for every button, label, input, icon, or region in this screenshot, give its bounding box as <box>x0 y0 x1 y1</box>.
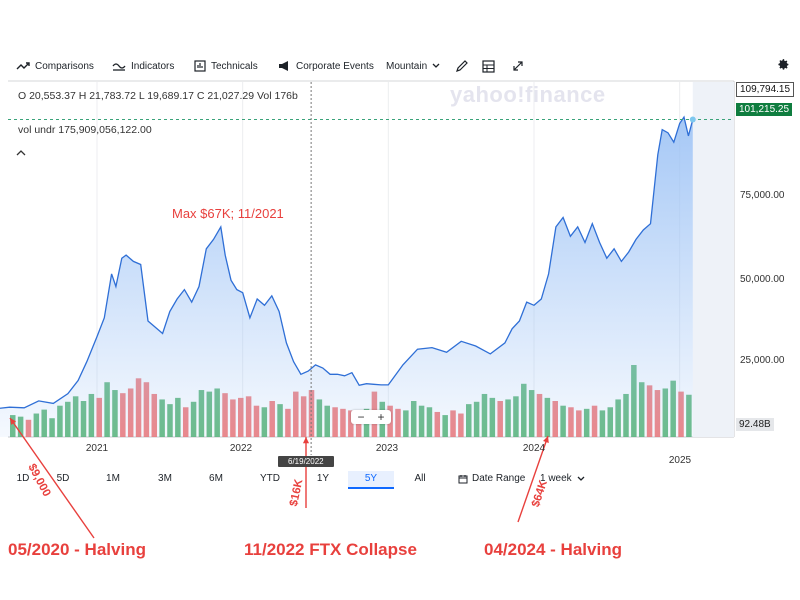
chevron-down-icon <box>577 476 585 481</box>
range-5d[interactable]: 5D <box>56 473 70 484</box>
zoom-control: − + <box>351 410 391 424</box>
table-icon <box>482 59 495 73</box>
settings-gear-icon[interactable] <box>777 58 790 71</box>
corporate-events-button[interactable]: Corporate Events <box>278 54 374 78</box>
ohlc-readout: O 20,553.37 H 21,783.72 L 19,689.17 C 21… <box>18 90 298 102</box>
volume-label: 92.48B <box>736 418 774 431</box>
arrow-halving-2020 <box>9 417 95 539</box>
price-area <box>0 117 693 437</box>
indicators-label: Indicators <box>131 60 175 72</box>
label-halving-2020: 05/2020 - Halving <box>8 540 146 559</box>
corporate-events-label: Corporate Events <box>296 60 374 72</box>
chart-toolbar: Comparisons Indicators Technicals Corpor… <box>0 54 800 78</box>
range-3m[interactable]: 3M <box>158 473 172 484</box>
comparisons-icon <box>16 62 30 70</box>
arrow-halving-2024-head <box>543 436 549 443</box>
price-line <box>0 115 694 409</box>
arrow-ftx-head <box>302 437 310 444</box>
zoom-out-button[interactable]: − <box>357 410 365 424</box>
indicators-button[interactable]: Indicators <box>112 54 174 78</box>
current-price-dot <box>689 116 696 123</box>
range-ytd[interactable]: YTD <box>260 473 280 484</box>
x-tick-2022: 2022 <box>229 443 253 454</box>
y-tick-25000: 25,000.00 <box>740 355 785 366</box>
interval-label: 1 week <box>540 473 572 484</box>
x-tick-2024: 2024 <box>522 443 546 454</box>
x-tick-2025: 2025 <box>668 455 692 466</box>
yahoo-finance-watermark: yahoo!finance <box>450 82 606 107</box>
range-1d[interactable]: 1D <box>16 473 30 484</box>
zoom-in-button[interactable]: + <box>377 410 385 424</box>
comparisons-label: Comparisons <box>35 60 94 72</box>
table-view-button[interactable] <box>482 54 495 78</box>
chart-style-dropdown[interactable]: Mountain <box>386 54 440 78</box>
vol-undr-readout: vol undr 175,909,056,122.00 <box>18 124 152 136</box>
top-price-label: 109,794.15 <box>736 82 795 97</box>
technicals-label: Technicals <box>211 60 258 72</box>
range-all[interactable]: All <box>414 473 426 484</box>
chevron-up-icon[interactable] <box>16 149 26 157</box>
annotation-max-67k: Max $67K; 11/2021 <box>172 206 284 221</box>
range-1y[interactable]: 1Y <box>316 473 330 484</box>
expand-icon <box>513 61 523 71</box>
label-halving-2024: 04/2024 - Halving <box>484 540 622 559</box>
arrow-halving-2020-head <box>10 418 17 425</box>
chart-style-label: Mountain <box>386 60 428 72</box>
calendar-icon <box>458 475 468 484</box>
label-ftx-collapse: 11/2022 FTX Collapse <box>244 540 417 559</box>
arrow-halving-2024 <box>517 435 549 523</box>
current-price-label: 101,215.25 <box>736 103 793 116</box>
megaphone-icon <box>279 61 288 71</box>
range-1m[interactable]: 1M <box>106 473 120 484</box>
pencil-icon <box>456 60 468 72</box>
future-region <box>692 82 734 437</box>
y-tick-50000: 50,000.00 <box>740 274 785 285</box>
technicals-button[interactable]: Technicals <box>194 54 258 78</box>
date-range-label: Date Range <box>472 473 526 484</box>
x-tick-2023: 2023 <box>375 443 399 454</box>
range-5y[interactable]: 5Y <box>348 471 394 489</box>
date-range-button[interactable]: Date Range <box>458 471 525 487</box>
draw-button[interactable] <box>455 54 469 78</box>
crosshair-date-label: 6/19/2022 <box>278 456 334 467</box>
interval-dropdown[interactable]: 1 week <box>540 471 585 487</box>
comparisons-button[interactable]: Comparisons <box>16 54 94 78</box>
y-tick-75000: 75,000.00 <box>740 190 785 201</box>
chevron-down-icon <box>432 63 440 68</box>
fullscreen-button[interactable] <box>512 54 524 78</box>
range-6m[interactable]: 6M <box>209 473 223 484</box>
indicators-icon <box>112 63 126 71</box>
technicals-icon <box>194 60 206 72</box>
x-tick-2021: 2021 <box>85 443 109 454</box>
